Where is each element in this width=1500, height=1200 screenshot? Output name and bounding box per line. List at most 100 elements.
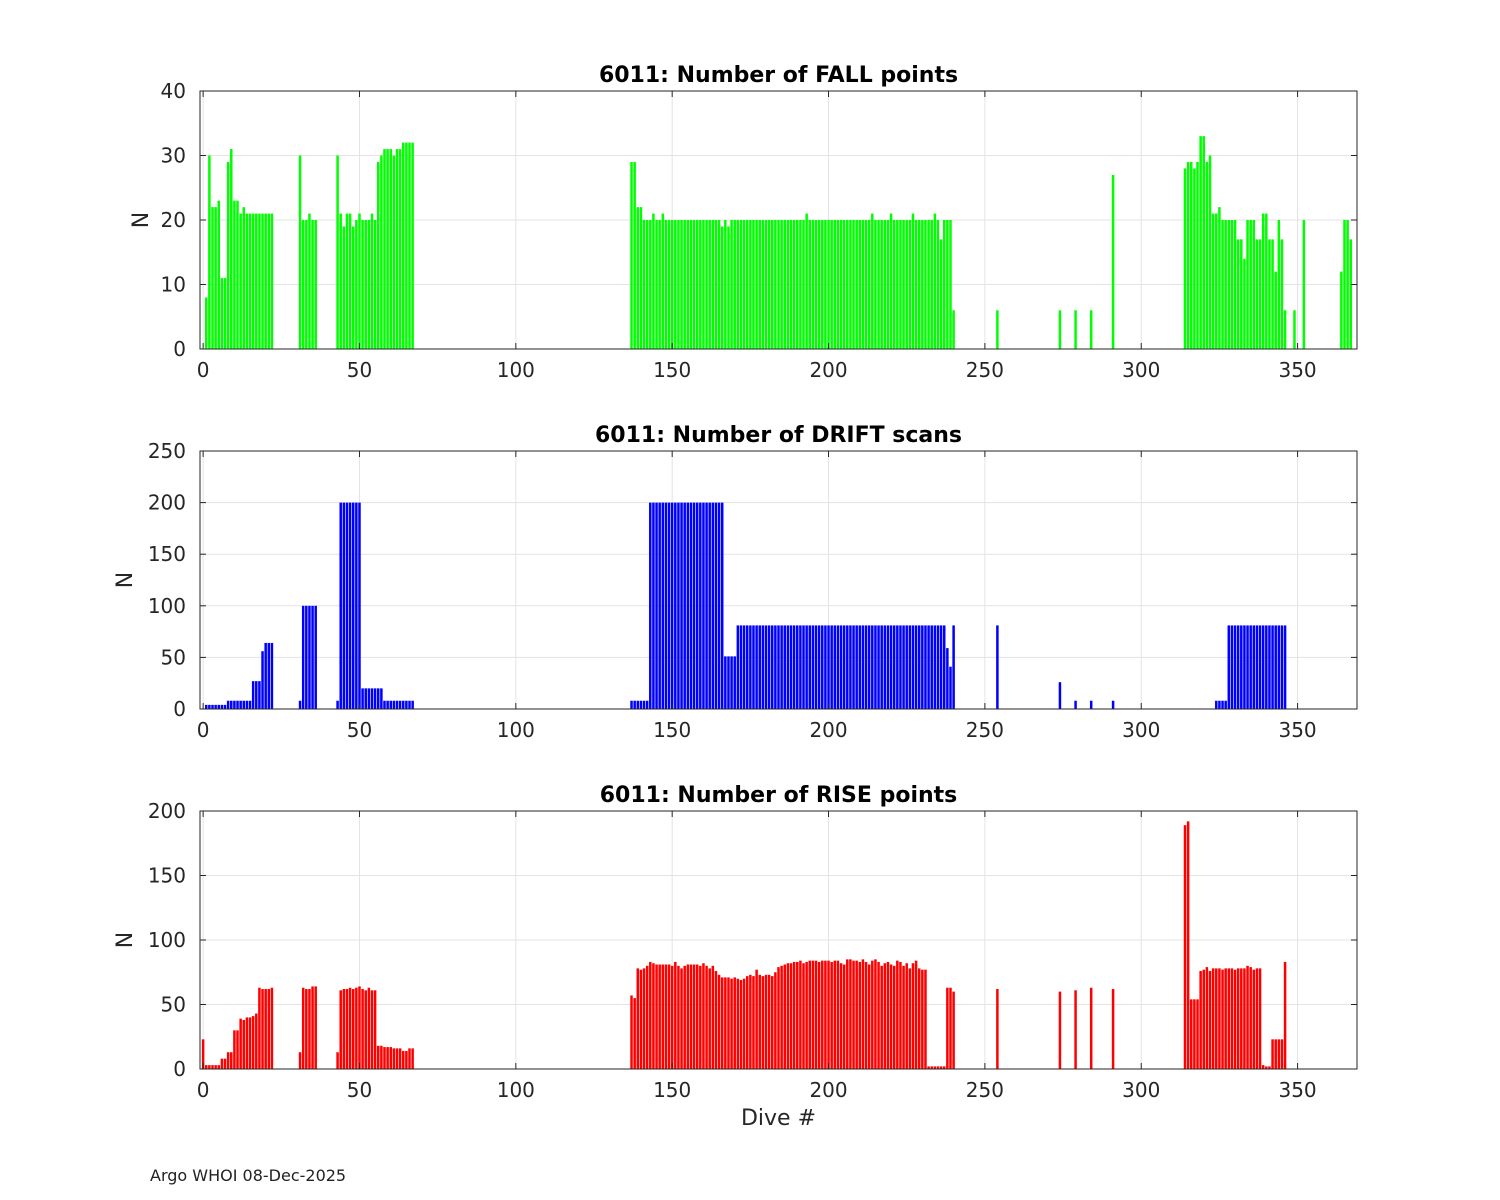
bar [251, 1016, 255, 1069]
bar [1243, 968, 1246, 1069]
bar [358, 213, 361, 349]
bar [752, 625, 755, 709]
bar [658, 220, 661, 349]
bar [308, 605, 311, 709]
bar [1215, 968, 1218, 1069]
y-tick-label: 200 [148, 799, 186, 823]
bar [1268, 625, 1271, 709]
bar [355, 220, 358, 349]
bar [695, 220, 699, 349]
bar [398, 1048, 402, 1069]
bar [699, 502, 702, 709]
bar [720, 977, 724, 1069]
bar [345, 989, 349, 1069]
bar [214, 207, 217, 349]
bar [792, 961, 796, 1069]
bar [314, 605, 317, 709]
x-tick-label: 300 [1122, 358, 1160, 382]
y-tick-label: 30 [161, 144, 186, 168]
bar [761, 220, 765, 349]
bar [1343, 220, 1346, 349]
bar [833, 220, 837, 349]
bar [846, 625, 849, 709]
bar [1224, 220, 1227, 349]
bar [808, 220, 812, 349]
bar [642, 700, 646, 709]
bar [724, 977, 727, 1069]
bar [889, 964, 893, 1069]
bar [1268, 1066, 1271, 1069]
bar [911, 963, 915, 1069]
bar [874, 625, 877, 709]
bar [849, 959, 852, 1069]
y-axis-label: N [113, 572, 138, 588]
bar [846, 220, 849, 349]
bar [386, 149, 389, 349]
bar [233, 200, 236, 349]
bar [314, 220, 317, 349]
bar [667, 502, 671, 709]
bar [802, 220, 805, 349]
bar [1208, 970, 1212, 1069]
bar [373, 688, 377, 709]
bar [761, 976, 765, 1069]
bar [714, 502, 718, 709]
bar [255, 213, 258, 349]
bar [811, 960, 815, 1069]
bar [720, 502, 724, 709]
bar [380, 1045, 383, 1069]
bar [1255, 239, 1259, 349]
axes-frame [199, 450, 1358, 710]
chart-title: 6011: Number of FALL points [599, 63, 958, 88]
y-tick-label: 20 [161, 208, 186, 232]
bar [1058, 991, 1062, 1069]
bar [855, 220, 858, 349]
bar [792, 625, 796, 709]
bar [1271, 239, 1274, 349]
bar [342, 989, 346, 1069]
bar [777, 625, 780, 709]
bar [236, 1030, 239, 1069]
bar [742, 220, 746, 349]
bar [395, 1048, 399, 1069]
bar [345, 213, 349, 349]
bar [348, 987, 352, 1069]
bar [1249, 967, 1252, 1069]
bar [883, 963, 887, 1069]
bar [839, 220, 843, 349]
bar [942, 220, 946, 349]
bar [239, 1018, 242, 1069]
bar [814, 625, 818, 709]
x-tick-label: 150 [653, 1078, 691, 1102]
bar [942, 625, 946, 709]
bar [727, 977, 730, 1069]
bar [308, 213, 311, 349]
bar [824, 220, 827, 349]
bar [1240, 968, 1243, 1069]
bar [674, 502, 677, 709]
y-tick-label: 50 [161, 993, 186, 1017]
x-tick-label: 50 [347, 358, 372, 382]
bar [677, 220, 680, 349]
bar [630, 995, 633, 1069]
bar [936, 1066, 940, 1069]
bar [805, 625, 808, 709]
bar [817, 961, 821, 1069]
bar [861, 959, 865, 1069]
bar [1208, 155, 1212, 349]
bar [683, 220, 686, 349]
bar [373, 990, 377, 1069]
bar [1249, 220, 1252, 349]
bar [255, 681, 258, 709]
bar [242, 207, 246, 349]
bar [1246, 220, 1249, 349]
bar [1252, 625, 1256, 709]
bar [1258, 239, 1262, 349]
y-tick-label: 40 [161, 79, 186, 103]
bar [405, 142, 408, 349]
bar [842, 220, 846, 349]
bar [220, 1058, 224, 1069]
y-tick-label: 150 [148, 864, 186, 888]
bar [1252, 220, 1256, 349]
bar [786, 220, 790, 349]
